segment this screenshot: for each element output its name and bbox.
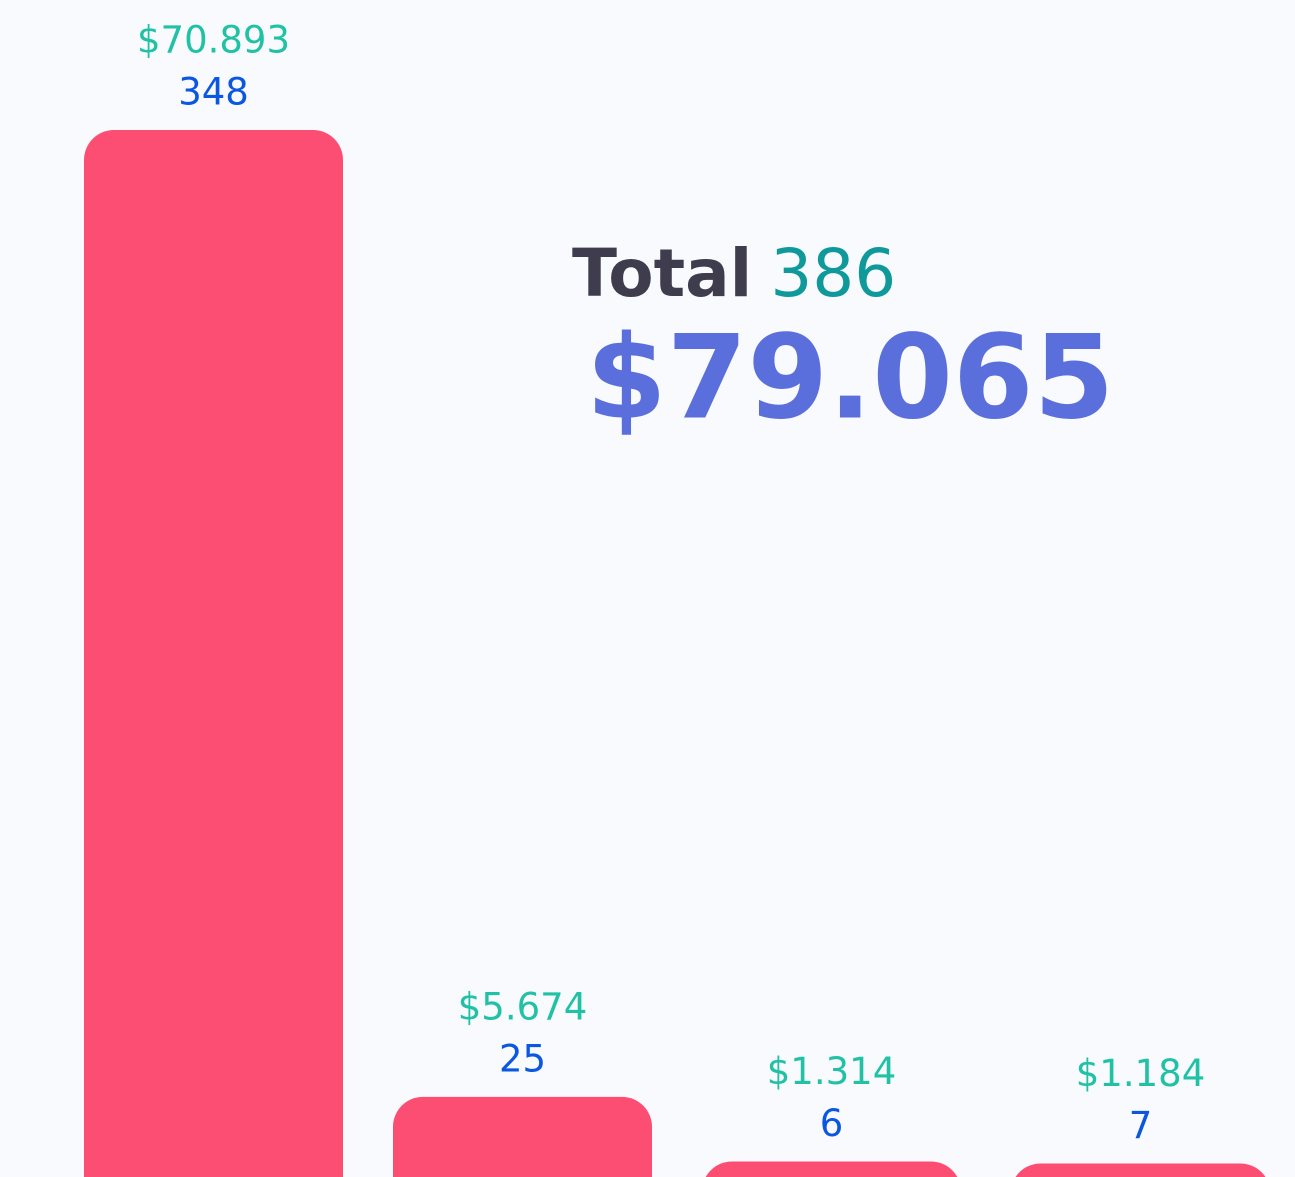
total-count: 386 bbox=[770, 235, 896, 312]
count-label: 7 bbox=[1129, 1104, 1153, 1147]
amount-label: $5.674 bbox=[458, 985, 587, 1028]
count-label: 348 bbox=[178, 71, 249, 114]
count-label: 25 bbox=[499, 1037, 546, 1080]
bar bbox=[705, 1161, 958, 1177]
amount-label: $1.184 bbox=[1076, 1052, 1205, 1095]
bar bbox=[84, 130, 343, 1177]
total-amount: $79.065 bbox=[586, 311, 1114, 446]
bar bbox=[1015, 1163, 1266, 1177]
count-label: 6 bbox=[820, 1102, 844, 1145]
amount-label: $70.893 bbox=[137, 19, 290, 62]
total-label: Total bbox=[572, 235, 752, 312]
amount-label: $1.314 bbox=[767, 1050, 896, 1093]
total-heading: Total 386 bbox=[572, 235, 896, 312]
bar bbox=[393, 1096, 652, 1177]
